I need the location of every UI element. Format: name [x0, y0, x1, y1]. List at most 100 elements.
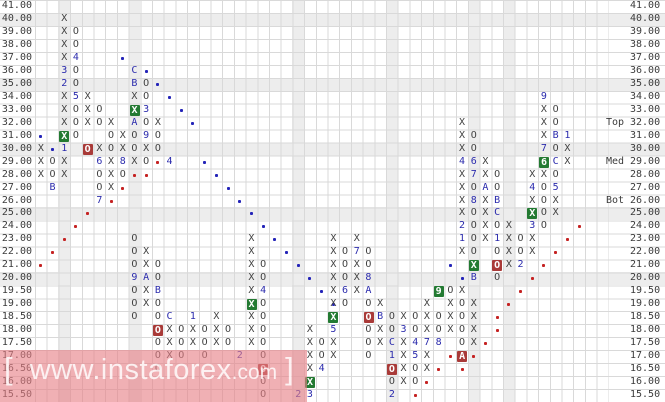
sell-signal-box: O [492, 260, 503, 272]
axis-label-right: 41.00 [630, 0, 661, 11]
resistance-trendline-dot [203, 160, 207, 164]
axis-label-right: 30.00 [630, 142, 661, 154]
axis-label-left: 24.00 [1, 220, 32, 232]
pnf-symbol: X [330, 272, 337, 284]
pnf-symbol: O [49, 155, 56, 167]
buy-signal-box: 6 [539, 156, 549, 168]
pnf-symbol: X [459, 129, 466, 141]
pnf-symbol: O [470, 181, 477, 193]
pnf-symbol: O [412, 376, 419, 388]
pnf-symbol: X [131, 90, 138, 102]
pnf-symbol: X [482, 168, 489, 180]
pnf-symbol: X [61, 51, 68, 63]
month-code: 7 [353, 246, 360, 258]
axis-label-left: 36.00 [1, 64, 32, 76]
support-trendline-dot [437, 368, 441, 372]
watermark-domain: .com [231, 361, 278, 384]
pnf-symbol: O [552, 168, 559, 180]
pnf-symbol: O [131, 246, 138, 258]
pnf-symbol: X [248, 337, 255, 349]
month-code: 3 [61, 64, 68, 76]
month-code: B [131, 77, 138, 89]
month-code: 6 [96, 155, 103, 167]
support-trendline-dot [483, 342, 487, 346]
pnf-symbol: O [388, 311, 395, 323]
support-trendline-dot [144, 173, 148, 177]
resistance-trendline-dot [448, 264, 452, 268]
resistance-trendline-dot [214, 173, 218, 177]
pnf-symbol: O [388, 324, 395, 336]
pnf-symbol: O [342, 272, 349, 284]
pnf-symbol: O [143, 155, 150, 167]
pnf-symbol: O [96, 181, 103, 193]
month-code: 9 [131, 272, 138, 284]
pnf-symbol: X [143, 246, 150, 258]
pnf-symbol: O [412, 324, 419, 336]
resistance-trendline-dot [121, 56, 125, 60]
pnf-symbol: O [470, 246, 477, 258]
pnf-symbol: X [166, 324, 173, 336]
axis-label-left: 28.00 [1, 168, 32, 180]
pnf-symbol: X [459, 207, 466, 219]
axis-label-right: 23.00 [630, 233, 661, 245]
pnf-symbol: X [552, 194, 559, 206]
month-code: C [166, 311, 173, 323]
pnf-symbol: O [552, 103, 559, 115]
pnf-symbol: X [61, 12, 68, 24]
resistance-trendline-dot [156, 82, 160, 86]
pnf-symbol: X [505, 259, 512, 271]
pnf-symbol: O [131, 298, 138, 310]
pnf-symbol: X [400, 350, 407, 362]
pnf-symbol: X [143, 285, 150, 297]
pnf-symbol: O [459, 324, 466, 336]
pnf-symbol: X [505, 220, 512, 232]
pnf-symbol: X [423, 350, 430, 362]
pnf-symbol: X [330, 285, 337, 297]
month-code: 9 [540, 90, 547, 102]
axis-label-right: 29.00 [630, 155, 661, 167]
pnf-symbol: X [505, 233, 512, 245]
pnf-symbol: O [470, 207, 477, 219]
support-trendline-dot [565, 238, 569, 242]
pnf-symbol: O [72, 103, 79, 115]
pnf-symbol: X [529, 168, 536, 180]
pnf-symbol: O [154, 311, 161, 323]
resistance-trendline-dot [285, 251, 288, 255]
pnf-symbol: X [108, 116, 115, 128]
pnf-symbol: X [61, 38, 68, 50]
pnf-symbol: X [423, 298, 430, 310]
resistance-trendline-dot [51, 147, 54, 151]
pnf-symbol: X [37, 155, 44, 167]
axis-label-right: 39.00 [630, 25, 661, 37]
pnf-symbol: X [459, 168, 466, 180]
month-code: 4 [459, 155, 466, 167]
sell-signal-box: O [152, 325, 163, 337]
pnf-symbol: O [470, 142, 477, 154]
pnf-symbol: X [330, 246, 337, 258]
pnf-symbol: X [330, 259, 337, 271]
axis-label-left: 19.00 [1, 298, 32, 310]
axis-label-left: 37.00 [1, 51, 32, 63]
pnf-symbol: O [143, 77, 150, 89]
month-code: 2 [388, 389, 395, 401]
pnf-symbol: O [108, 129, 115, 141]
pnf-symbol: X [108, 181, 115, 193]
pnf-symbol: O [494, 220, 501, 232]
pnf-symbol: O [540, 181, 547, 193]
pnf-symbol: O [494, 168, 501, 180]
month-code: 2 [61, 77, 68, 89]
month-code: 3 [143, 103, 150, 115]
pnf-symbol: O [318, 337, 325, 349]
month-code: 7 [96, 194, 103, 206]
month-code: 7 [470, 168, 477, 180]
pnf-symbol: X [131, 155, 138, 167]
resistance-trendline-dot [39, 134, 43, 138]
axis-label-right: 33.00 [630, 103, 661, 115]
month-code: B [154, 285, 161, 297]
pnf-symbol: O [412, 311, 419, 323]
month-code: C [494, 207, 501, 219]
support-trendline-dot [507, 303, 511, 307]
pnf-symbol: X [37, 168, 44, 180]
pnf-symbol: X [306, 337, 313, 349]
axis-label-right: 15.50 [630, 389, 661, 401]
